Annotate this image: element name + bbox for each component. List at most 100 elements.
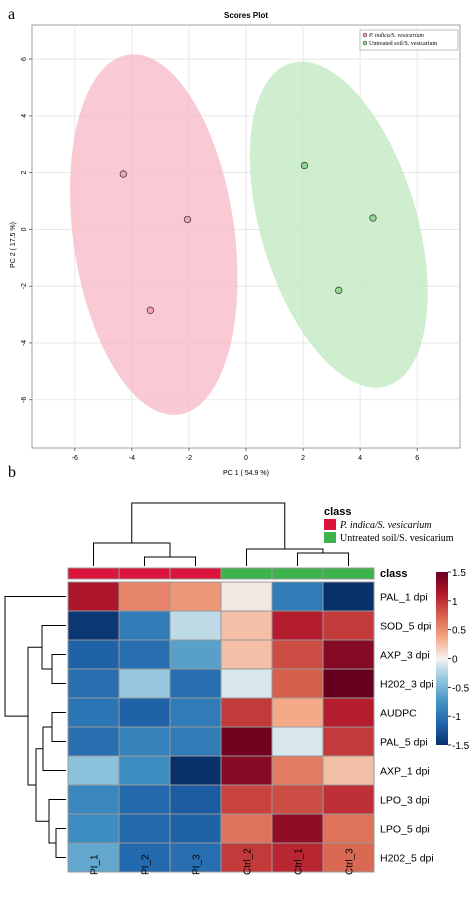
heatmap-cell	[118, 755, 171, 786]
color-scale-bar: 1.5 1 0.5 0 -0.5 -1 -1.5	[436, 568, 470, 752]
heatmap-cell	[322, 581, 375, 612]
color-scale-tick-label: 1.5	[452, 568, 466, 579]
heatmap-row-label: AUDPC	[380, 708, 417, 720]
dendrogram-branch	[48, 799, 66, 844]
heatmap-cell	[271, 610, 324, 641]
score-point	[335, 286, 343, 295]
heatmap-cell	[322, 697, 375, 728]
pca-y-tick-label: 2	[21, 171, 28, 175]
class-legend-swatch	[324, 532, 336, 543]
pca-legend-marker	[362, 40, 368, 46]
pca-y-tick-label: -6	[21, 397, 28, 403]
heatmap-row-label: H202_5 dpi	[380, 853, 434, 865]
class-annotation-cell	[220, 567, 273, 580]
heatmap-row-label: AXP_1 dpi	[380, 766, 430, 778]
heatmap-cell	[118, 784, 171, 815]
pca-legend-box	[359, 29, 459, 51]
heatmap-cell	[169, 726, 222, 757]
score-point	[183, 215, 192, 224]
dendrogram-branch	[51, 712, 66, 742]
pca-legend-label: Untreated soil/S. vesicarium	[369, 41, 437, 47]
heatmap-row-label: LPO_3 dpi	[380, 795, 430, 807]
heatmap-cell	[169, 610, 222, 641]
pca-x-tick-label: 2	[301, 455, 305, 462]
class-legend-label: P. indica/S. vesicarium	[339, 520, 431, 531]
class-legend-swatch	[324, 519, 336, 530]
pca-x-tick-label: -2	[186, 455, 192, 462]
class-annotation-cell	[118, 567, 171, 580]
heatmap-cell	[169, 639, 222, 670]
dendrogram-branch	[93, 542, 171, 566]
heatmap-column-label: Ctrl_1	[294, 848, 305, 875]
heatmap-cell	[169, 581, 222, 612]
heatmap-cell	[67, 639, 120, 670]
pca-y-tick-label: -4	[21, 340, 28, 346]
pca-x-tick-label: 0	[244, 455, 248, 462]
heatmap-cell	[169, 842, 222, 873]
scores-plot-title: Scores Plot	[224, 11, 268, 20]
heatmap-cell	[169, 668, 222, 699]
heatmap-cell	[67, 726, 120, 757]
pca-y-tick-label: 4	[21, 114, 28, 118]
panel-b-letter: b	[8, 464, 16, 481]
dendrogram-branch	[297, 552, 349, 566]
class-annotation-label: class	[380, 568, 408, 580]
panel-a-letter: a	[8, 6, 15, 23]
pca-y-tick-label: 6	[21, 57, 28, 61]
dendrogram-branch	[51, 654, 66, 684]
heatmap-cell	[67, 610, 120, 641]
pca-y-axis-label: PC 2 ( 17.5 %)	[10, 222, 17, 268]
heatmap-cell	[220, 726, 273, 757]
pca-scores-plot: -6 -4 -2 0 2 4 6 -6 -4 -2 0 2 4 6 P. indica/S. vesicar…	[21, 24, 461, 462]
heatmap-row-label: AXP_3 dpi	[380, 650, 430, 662]
heatmap-cell	[322, 813, 375, 844]
pca-legend: P. indica/S. vesicarium Untreated soil/S.…	[359, 29, 459, 51]
confidence-ellipse-2	[249, 61, 428, 388]
row-dendrogram	[4, 596, 66, 858]
heatmap-cell	[220, 639, 273, 670]
pca-x-tick-label: -6	[72, 455, 78, 462]
heatmap-cell	[169, 697, 222, 728]
confidence-ellipse-1	[70, 54, 238, 415]
heatmap-cell	[118, 581, 171, 612]
heatmap-row-label: PAL_1 dpi	[380, 592, 428, 604]
pca-x-axis-label: PC 1 ( 54.9 %)	[223, 470, 269, 477]
heatmap-cell	[322, 784, 375, 815]
pca-x-tick-label: -4	[129, 455, 135, 462]
dendrogram-branch	[27, 646, 42, 786]
pca-x-tick-label: 4	[358, 455, 362, 462]
heatmap-cell	[118, 610, 171, 641]
score-point	[119, 170, 127, 178]
color-scale-tick-label: -0.5	[452, 683, 470, 694]
heatmap-column-label: Ctrl_3	[345, 848, 356, 875]
score-point	[300, 161, 309, 170]
heatmap-cell	[67, 581, 120, 612]
heatmap-cell	[322, 639, 375, 670]
class-legend: class P. indica/S. vesicarium Untreated so…	[324, 506, 454, 544]
class-legend-title: class	[324, 506, 352, 518]
heatmap-cell	[322, 610, 375, 641]
heatmap-cell	[220, 697, 273, 728]
color-scale-gradient	[436, 572, 448, 745]
heatmap-cell	[67, 755, 120, 786]
heatmap-cell	[118, 639, 171, 670]
heatmap-cell	[271, 697, 324, 728]
pca-legend-marker	[362, 32, 368, 38]
dendrogram-branch	[246, 548, 324, 566]
heatmap-cell	[118, 668, 171, 699]
heatmap-cell	[220, 813, 273, 844]
pca-y-tick-label: 0	[21, 227, 28, 231]
heatmap-cell	[220, 610, 273, 641]
color-scale-tick-label: 1	[452, 597, 458, 608]
color-scale-tick-label: -1	[452, 712, 461, 723]
heatmap-cell	[169, 813, 222, 844]
heatmap-cell	[220, 668, 273, 699]
heatmap-cell	[118, 842, 171, 873]
dendrogram-branch	[41, 625, 66, 670]
heatmap-cell	[118, 813, 171, 844]
class-annotation-cell	[271, 567, 324, 580]
heatmap-cell	[271, 842, 324, 873]
score-point	[369, 214, 377, 222]
heatmap-cell	[220, 842, 273, 873]
heatmap-cell	[322, 726, 375, 757]
